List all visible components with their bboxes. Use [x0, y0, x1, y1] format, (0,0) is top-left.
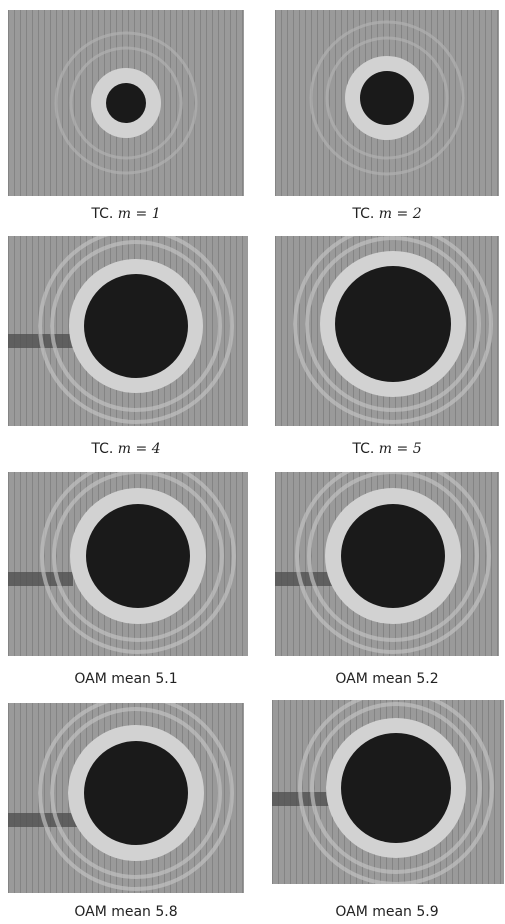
- panel-tc-m4: [8, 236, 248, 426]
- vortex-image-oam-5-8: [8, 703, 244, 893]
- caption-oam-5-9: OAM mean 5.9: [335, 904, 439, 920]
- caption-tc-m5: TC. m = 5: [352, 441, 422, 457]
- panel-oam-5-8: [8, 703, 244, 893]
- caption-oam-5-1: OAM mean 5.1: [74, 671, 178, 687]
- panel-tc-m5: [275, 236, 499, 426]
- vortex-image-oam-5-1: [8, 472, 248, 656]
- caption-tc-m1: TC. m = 1: [91, 206, 161, 222]
- panel-tc-m2: [275, 10, 499, 196]
- caption-tc-m4: TC. m = 4: [91, 441, 161, 457]
- vortex-image-m2: [275, 10, 499, 196]
- vortex-image-oam-5-2: [275, 472, 499, 656]
- caption-tc-m2: TC. m = 2: [352, 206, 422, 222]
- vortex-image-oam-5-9: [272, 700, 504, 884]
- panel-oam-5-1: [8, 472, 248, 656]
- vortex-image-m4: [8, 236, 248, 426]
- panel-oam-5-9: [272, 700, 504, 884]
- caption-oam-5-2: OAM mean 5.2: [335, 671, 439, 687]
- caption-oam-5-8: OAM mean 5.8: [74, 904, 178, 920]
- panel-tc-m1: [8, 10, 244, 196]
- vortex-image-m1: [8, 10, 244, 196]
- vortex-image-m5: [275, 236, 499, 426]
- panel-oam-5-2: [275, 472, 499, 656]
